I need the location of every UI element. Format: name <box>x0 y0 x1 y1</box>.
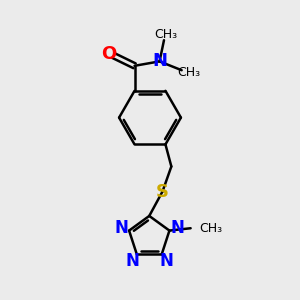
Text: N: N <box>114 219 128 237</box>
Text: N: N <box>152 52 167 70</box>
Text: CH₃: CH₃ <box>154 28 177 41</box>
Text: N: N <box>170 219 184 237</box>
Text: S: S <box>155 183 168 201</box>
Text: N: N <box>125 252 139 270</box>
Text: CH₃: CH₃ <box>178 66 201 79</box>
Text: N: N <box>160 252 173 270</box>
Text: CH₃: CH₃ <box>199 222 222 235</box>
Text: O: O <box>101 45 117 63</box>
